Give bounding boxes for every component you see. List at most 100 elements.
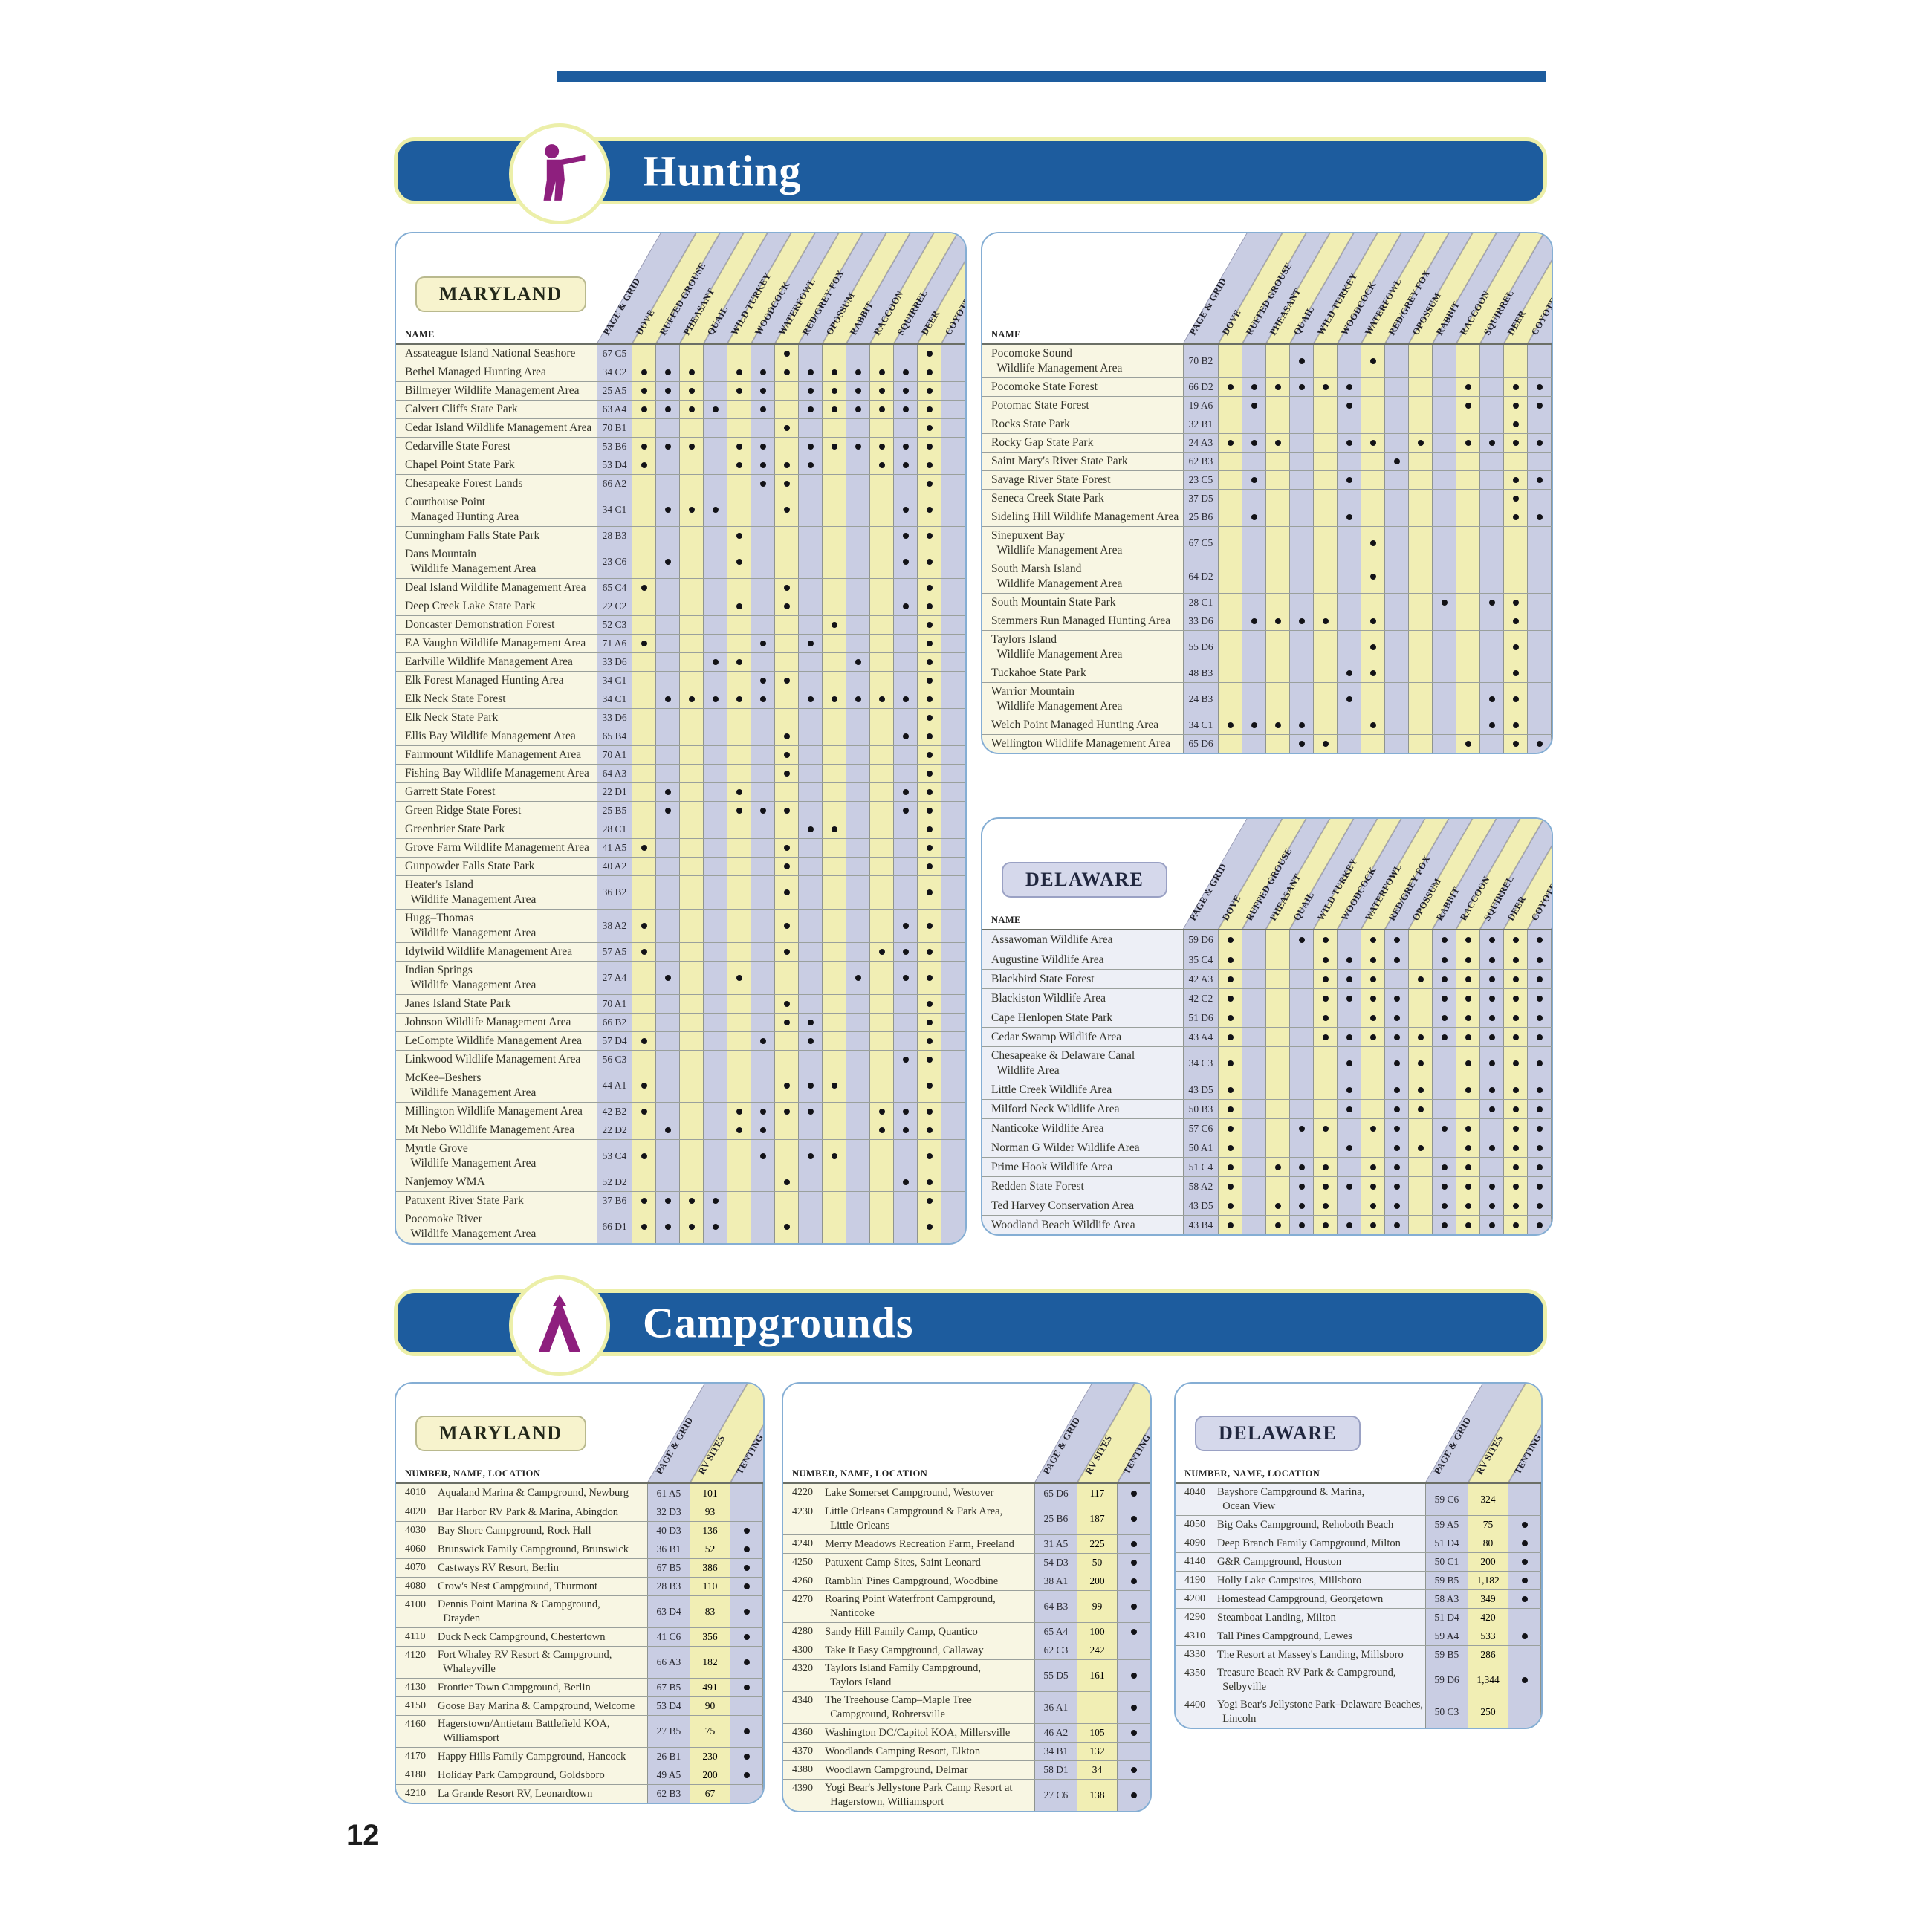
species-dot-cell — [870, 995, 894, 1013]
species-dot-cell — [1385, 471, 1409, 489]
availability-dot — [1465, 741, 1471, 747]
availability-dot — [831, 369, 837, 375]
availability-dot — [878, 406, 885, 412]
availability-dot — [1322, 1183, 1329, 1190]
species-dot-cell — [846, 653, 870, 671]
species-dot-cell — [632, 962, 656, 994]
page-grid-value: 64 A3 — [597, 765, 632, 782]
page-grid-value: 40 A2 — [597, 858, 632, 875]
availability-dot — [759, 808, 766, 814]
table-row: 4200 Homestead Campground, Georgetown 58 A… — [1176, 1589, 1541, 1608]
site-name: Idylwild Wildlife Management Area — [396, 943, 597, 961]
table-row: 4090 Deep Branch Family Campground, Milto… — [1176, 1534, 1541, 1552]
species-dot-cell — [1456, 683, 1480, 716]
species-dot-cell — [680, 635, 704, 652]
availability-dot — [736, 696, 742, 702]
campground-name: Taylors Island Family Campground, Taylor… — [823, 1660, 1034, 1691]
campground-number: 4210 — [396, 1785, 436, 1803]
species-dot-cell — [1456, 930, 1480, 950]
page-grid-value: 62 C3 — [1034, 1641, 1077, 1659]
species-dot-cell — [894, 910, 918, 942]
species-dot-cell — [918, 672, 941, 690]
species-dot-cell — [1266, 1028, 1290, 1046]
availability-dot — [1369, 1202, 1376, 1209]
page-grid-value: 65 D6 — [1034, 1484, 1077, 1503]
availability-dot — [1130, 1560, 1137, 1566]
species-dot-cell — [1314, 1119, 1338, 1138]
species-dot-cell — [846, 672, 870, 690]
species-dot-cell — [1314, 683, 1338, 716]
species-dot-cell — [918, 1121, 941, 1139]
species-dot-cell — [1266, 490, 1290, 508]
species-dot-cell — [1504, 683, 1528, 716]
availability-dot — [926, 351, 933, 357]
species-dot-cell — [1242, 1177, 1266, 1196]
availability-dot — [1251, 403, 1257, 409]
availability-dot — [1512, 1144, 1519, 1151]
species-dot-cell — [941, 1121, 965, 1139]
species-dot-cell — [656, 1051, 680, 1069]
species-dot-cell — [1433, 527, 1456, 560]
page-grid-value: 64 B3 — [1034, 1591, 1077, 1622]
table-row: Blackiston Wildlife Area 42 C2 — [982, 988, 1552, 1008]
species-dot-cell — [1314, 1158, 1338, 1176]
rv-sites-value: 117 — [1077, 1484, 1118, 1503]
page-grid-value: 34 C1 — [1183, 716, 1219, 734]
species-dot-cell — [1338, 1008, 1361, 1027]
site-name: Cape Henlopen State Park — [982, 1008, 1183, 1027]
page-grid-value: 53 D4 — [647, 1697, 690, 1715]
species-dot-cell — [799, 839, 823, 857]
species-dot-cell — [1219, 1080, 1242, 1099]
species-dot-cell — [1480, 1080, 1504, 1099]
species-dot-cell — [1266, 683, 1290, 716]
site-name: Heater's Island Wildlife Management Area — [396, 876, 597, 909]
site-name: Rocks State Park — [982, 415, 1183, 433]
availability-dot — [1227, 384, 1234, 390]
campground-number: 4230 — [783, 1503, 823, 1534]
availability-dot — [831, 622, 837, 628]
species-dot-cell — [1456, 631, 1480, 664]
species-dot-cell — [823, 345, 846, 363]
species-dot-cell — [846, 635, 870, 652]
availability-dot — [712, 1198, 719, 1204]
species-dot-cell — [1242, 508, 1266, 526]
availability-dot — [736, 975, 742, 981]
availability-dot — [1512, 384, 1519, 390]
species-dot-cell — [894, 527, 918, 545]
availability-dot — [1251, 514, 1257, 520]
species-dot-cell — [680, 1051, 704, 1069]
species-dot-cell — [846, 727, 870, 745]
table-row: Mt Nebo Wildlife Management Area 22 D2 — [396, 1121, 965, 1139]
campground-table-continued: PAGE & GRID RV SITES TENTING NUMBER, NAME, … — [782, 1382, 1152, 1812]
species-dot-cell — [1361, 950, 1385, 969]
table-row: Linkwood Wildlife Management Area 56 C3 — [396, 1050, 965, 1069]
species-dot-cell — [918, 858, 941, 875]
availability-dot — [1227, 995, 1234, 1002]
species-dot-cell — [941, 401, 965, 418]
table-row: South Mountain State Park 28 C1 — [982, 593, 1552, 612]
species-dot-cell — [1456, 612, 1480, 630]
species-dot-cell — [1242, 471, 1266, 489]
page-grid-value: 35 C4 — [1183, 950, 1219, 969]
species-dot-cell — [1528, 397, 1552, 415]
species-dot-cell — [704, 1121, 727, 1139]
species-dot-cell — [727, 1032, 751, 1050]
species-dot-cell — [846, 1069, 870, 1102]
species-dot-cell — [799, 545, 823, 578]
campground-name-text: Ramblin' Pines Campground, Woodbine — [825, 1575, 999, 1587]
table-row: Green Ridge State Forest 25 B5 — [396, 801, 965, 820]
availability-dot — [1441, 956, 1448, 963]
species-dot-cell — [775, 635, 799, 652]
table-row: 4080 Crow's Nest Campground, Thurmont 28 B… — [396, 1577, 763, 1595]
site-name: Elk Neck State Forest — [396, 690, 597, 708]
species-dot-cell — [632, 1051, 656, 1069]
species-dot-cell — [1219, 664, 1242, 682]
species-dot-cell — [1385, 1100, 1409, 1118]
campground-name-text: G&R Campground, Houston — [1217, 1555, 1342, 1568]
table-row: 4380 Woodlawn Campground, Delmar 58 D1 34 — [783, 1760, 1150, 1779]
species-dot-cell — [823, 690, 846, 708]
species-dot-cell — [1219, 1047, 1242, 1080]
species-dot-cell — [823, 1051, 846, 1069]
species-dot-cell — [656, 545, 680, 578]
availability-dot — [1512, 1202, 1519, 1209]
